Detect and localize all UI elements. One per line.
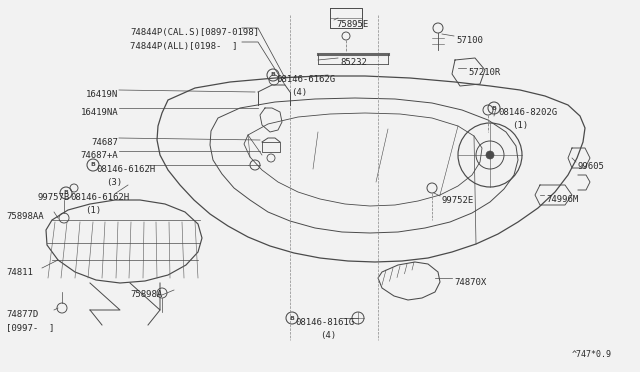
Text: 75898AA: 75898AA <box>6 212 44 221</box>
Text: 74844P(CAL.S)[0897-0198]: 74844P(CAL.S)[0897-0198] <box>130 28 259 37</box>
Text: 75898A: 75898A <box>130 290 163 299</box>
Text: B: B <box>271 73 275 77</box>
Text: 74687+A: 74687+A <box>81 151 118 160</box>
Text: 99752E: 99752E <box>442 196 474 205</box>
Text: 74870X: 74870X <box>454 278 486 287</box>
Text: 74844P(ALL)[0198-  ]: 74844P(ALL)[0198- ] <box>130 42 237 51</box>
Text: [0997-  ]: [0997- ] <box>6 323 54 332</box>
Text: 99605: 99605 <box>578 162 605 171</box>
Text: 74687: 74687 <box>91 138 118 147</box>
Text: 85232: 85232 <box>340 58 367 67</box>
Text: 16419N: 16419N <box>86 90 118 99</box>
Circle shape <box>486 151 494 159</box>
Text: (1): (1) <box>512 121 528 130</box>
Text: 08146-6162H: 08146-6162H <box>96 165 155 174</box>
Text: 08146-6162G: 08146-6162G <box>276 75 335 84</box>
Text: 08146-8202G: 08146-8202G <box>498 108 557 117</box>
Text: B: B <box>63 190 68 196</box>
Text: 08146-8161G: 08146-8161G <box>295 318 354 327</box>
Text: B: B <box>91 163 95 167</box>
Text: 74877D: 74877D <box>6 310 38 319</box>
Text: B: B <box>492 106 497 110</box>
Text: 74996M: 74996M <box>546 195 579 204</box>
Text: 57210R: 57210R <box>468 68 500 77</box>
Text: 16419NA: 16419NA <box>81 108 118 117</box>
Text: (4): (4) <box>291 88 307 97</box>
Text: 99757B: 99757B <box>38 193 70 202</box>
Text: (3): (3) <box>106 178 122 187</box>
Text: 75895E: 75895E <box>336 20 368 29</box>
Text: 74811: 74811 <box>6 268 33 277</box>
Text: (1): (1) <box>85 206 101 215</box>
Text: B: B <box>289 315 294 321</box>
Text: 57100: 57100 <box>456 36 483 45</box>
Text: ^747*0.9: ^747*0.9 <box>572 350 612 359</box>
Text: 08146-6162H: 08146-6162H <box>70 193 129 202</box>
Text: (4): (4) <box>320 331 336 340</box>
